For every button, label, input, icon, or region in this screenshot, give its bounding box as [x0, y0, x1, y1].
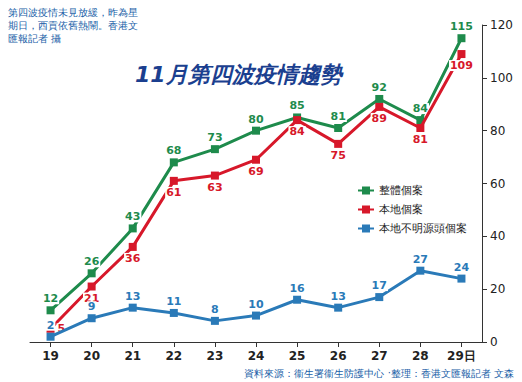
svg-text:12: 12	[43, 292, 58, 305]
svg-text:整體個案: 整體個案	[379, 184, 423, 197]
svg-text:63: 63	[207, 181, 222, 194]
svg-text:20: 20	[83, 349, 100, 363]
svg-text:5: 5	[57, 322, 66, 336]
svg-text:22: 22	[165, 349, 182, 363]
svg-text:匯報記者 攝: 匯報記者 攝	[8, 33, 61, 44]
svg-text:期日，西貢依舊熱鬧。香港文: 期日，西貢依舊熱鬧。香港文	[8, 20, 138, 31]
svg-text:28: 28	[412, 349, 429, 363]
svg-text:84: 84	[289, 125, 305, 138]
svg-text:20: 20	[490, 282, 505, 296]
svg-text:23: 23	[207, 349, 224, 363]
svg-text:29日: 29日	[447, 349, 476, 363]
svg-text:24: 24	[248, 349, 265, 363]
svg-text:69: 69	[248, 165, 263, 178]
svg-text:85: 85	[289, 99, 304, 112]
svg-text:80: 80	[490, 124, 505, 138]
svg-text:27: 27	[413, 253, 428, 266]
svg-text:9: 9	[88, 300, 96, 313]
svg-text:92: 92	[372, 81, 387, 94]
svg-text:21: 21	[84, 291, 100, 305]
svg-text:80: 80	[248, 113, 264, 126]
svg-text:60: 60	[490, 177, 505, 191]
svg-text:109: 109	[450, 59, 473, 72]
svg-text:17: 17	[372, 279, 387, 292]
svg-text:24: 24	[454, 261, 470, 274]
svg-text:26: 26	[330, 349, 347, 363]
svg-text:40: 40	[490, 229, 505, 243]
svg-text:16: 16	[289, 282, 305, 295]
svg-text:89: 89	[372, 112, 387, 125]
svg-text:11月第四波疫情趨勢: 11月第四波疫情趨勢	[135, 62, 344, 87]
svg-text:第四波疫情未見放緩，昨為星: 第四波疫情未見放緩，昨為星	[8, 7, 138, 18]
svg-text:75: 75	[331, 149, 346, 162]
svg-text:本地個案: 本地個案	[379, 203, 423, 216]
svg-text:115: 115	[450, 20, 473, 33]
svg-text:100: 100	[490, 71, 513, 85]
svg-text:25: 25	[289, 349, 306, 363]
svg-text:26: 26	[84, 255, 100, 268]
svg-text:19: 19	[42, 349, 59, 363]
svg-text:81: 81	[413, 133, 428, 146]
svg-text:8: 8	[211, 303, 219, 316]
svg-text:61: 61	[166, 186, 181, 199]
svg-text:10: 10	[248, 298, 264, 311]
svg-text:13: 13	[331, 290, 346, 303]
svg-text:21: 21	[124, 349, 141, 363]
svg-text:27: 27	[371, 349, 388, 363]
svg-text:本地不明源頭個案: 本地不明源頭個案	[379, 222, 467, 235]
svg-text:84: 84	[413, 102, 429, 115]
svg-text:資料來源：衞生署衞生防護中心 ‧整理：香港文匯報記者 文森: 資料來源：衞生署衞生防護中心 ‧整理：香港文匯報記者 文森	[244, 368, 514, 379]
svg-text:43: 43	[125, 210, 140, 223]
svg-text:36: 36	[125, 252, 141, 265]
svg-text:13: 13	[125, 290, 140, 303]
svg-text:0: 0	[490, 335, 498, 349]
svg-text:73: 73	[207, 131, 222, 144]
svg-text:68: 68	[166, 144, 181, 157]
svg-text:11: 11	[166, 295, 181, 308]
svg-text:81: 81	[331, 110, 346, 123]
svg-text:120: 120	[490, 18, 513, 32]
svg-text:2: 2	[47, 319, 55, 332]
